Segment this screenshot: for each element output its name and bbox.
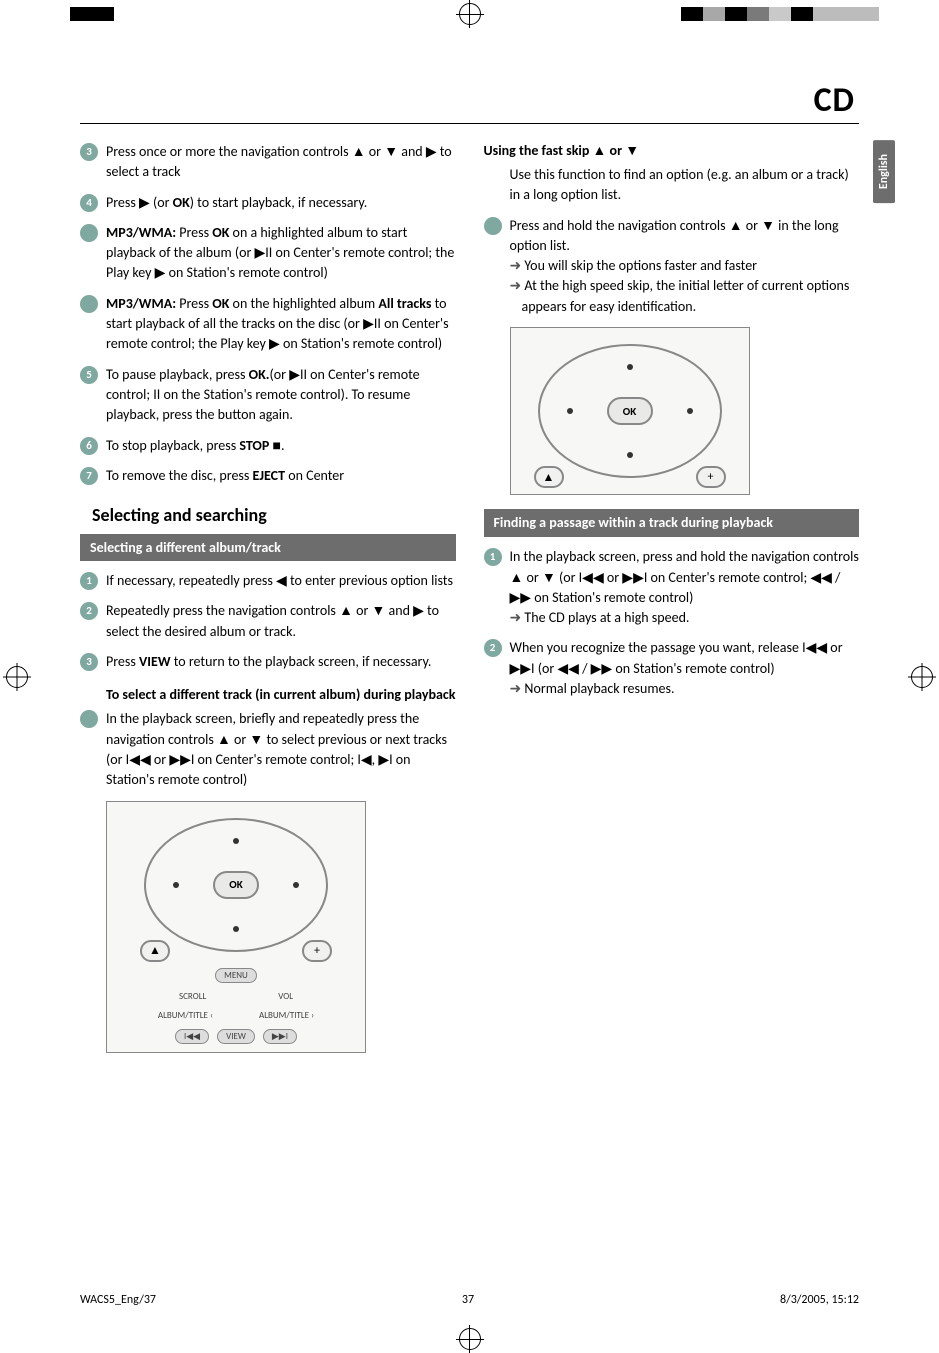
- subhead-selecting: Selecting a different album/track: [80, 534, 456, 561]
- para-bullet: In the playback screen, briefly and repe…: [80, 709, 456, 790]
- steps-top: 3 Press once or more the navigation contr…: [80, 142, 456, 213]
- step-number-icon: 7: [80, 467, 98, 485]
- step-number-icon: 2: [484, 639, 502, 657]
- menu-pill: MENU: [215, 968, 257, 983]
- right-column: Using the fast skip ▲ or ▼ Use this func…: [484, 142, 860, 1067]
- step-body: To stop playback, press STOP ■.: [106, 436, 456, 456]
- bullet: MP3/WMA: Press OK on the highlighted alb…: [80, 294, 456, 355]
- left-column: 3 Press once or more the navigation contr…: [80, 142, 456, 1067]
- step: 4 Press ▶ (or OK) to start playback, if n…: [80, 193, 456, 213]
- bullet: MP3/WMA: Press OK on a highlighted album…: [80, 223, 456, 284]
- step: 1 In the playback screen, press and hold …: [484, 547, 860, 628]
- prev-pill: I◀◀: [175, 1029, 209, 1044]
- step: 7 To remove the disc, press EJECT on Cent…: [80, 466, 456, 486]
- para-title: To select a different track (in current …: [106, 686, 456, 703]
- step-body: To pause playback, press OK.(or ▶II on C…: [106, 365, 456, 426]
- bullet-dot-icon: [484, 217, 502, 235]
- result-arrow: At the high speed skip, the initial lett…: [510, 276, 860, 317]
- step: 3 Press once or more the navigation contr…: [80, 142, 456, 183]
- crop-mark-icon: [459, 1328, 481, 1350]
- crop-mark-icon: [6, 666, 28, 688]
- step-number-icon: 1: [80, 572, 98, 590]
- step-number-icon: 3: [80, 143, 98, 161]
- crop-mark-icon: [911, 666, 933, 688]
- fast-bullet-text: Press and hold the navigation controls ▲…: [510, 217, 839, 254]
- step-body: If necessary, repeatedly press ◀ to ente…: [106, 571, 456, 591]
- view-pill: VIEW: [217, 1029, 255, 1044]
- step-body: In the playback screen, press and hold t…: [510, 547, 860, 628]
- bullet-dot-icon: [80, 224, 98, 242]
- vol-label: VOL: [278, 991, 293, 1002]
- step-number-icon: 4: [80, 194, 98, 212]
- step-body: To remove the disc, press EJECT on Cente…: [106, 466, 456, 486]
- vol-up-icon: +: [302, 940, 332, 962]
- registration-top: [0, 4, 939, 24]
- step-number-icon: 2: [80, 602, 98, 620]
- subhead-passage: Finding a passage within a track during …: [484, 509, 860, 537]
- language-tab: English: [873, 140, 895, 203]
- crop-mark-icon: [459, 3, 481, 25]
- step-body: Press ▶ (or OK) to start playback, if ne…: [106, 193, 456, 213]
- step: 2 Repeatedly press the navigation control…: [80, 601, 456, 642]
- bullets-top: MP3/WMA: Press OK on a highlighted album…: [80, 223, 456, 355]
- step: 1 If necessary, repeatedly press ◀ to ent…: [80, 571, 456, 591]
- step: 6 To stop playback, press STOP ■.: [80, 436, 456, 456]
- ok-pad: OK ▲ +: [530, 336, 730, 486]
- step: 2 When you recognize the passage you want…: [484, 638, 860, 699]
- page-title: CD: [80, 80, 859, 124]
- scroll-up-icon: ▲: [140, 940, 170, 962]
- step-body: Press VIEW to return to the playback scr…: [106, 652, 456, 672]
- bullet-dot-icon: [80, 710, 98, 728]
- step: 3 Press VIEW to return to the playback sc…: [80, 652, 456, 672]
- passage-steps: 1 In the playback screen, press and hold …: [484, 547, 860, 699]
- next-pill: ▶▶I: [263, 1029, 297, 1044]
- fast-skip-intro: Use this function to find an option (e.g…: [510, 165, 860, 206]
- step-body: Repeatedly press the navigation controls…: [106, 601, 456, 642]
- fast-skip-bullet: Press and hold the navigation controls ▲…: [484, 216, 860, 317]
- step-number-icon: 3: [80, 653, 98, 671]
- steps-mid: 5 To pause playback, press OK.(or ▶II on …: [80, 365, 456, 486]
- step-body: Press once or more the navigation contro…: [106, 142, 456, 183]
- section-title: Selecting and searching: [92, 504, 456, 526]
- scroll-up-icon: ▲: [534, 466, 564, 488]
- fast-bullet-arrows: You will skip the options faster and fas…: [510, 256, 860, 317]
- result-arrow: Normal playback resumes.: [510, 679, 860, 699]
- figure-controls-remote: OK ▲ + MENU SCROLL VOL ALBUM/TITLE ‹: [106, 801, 366, 1053]
- ok-pad: OK ▲ +: [136, 810, 336, 960]
- registration-bottom: [0, 1329, 939, 1349]
- bullet-body: MP3/WMA: Press OK on a highlighted album…: [106, 223, 456, 284]
- remote-row: MENU: [215, 968, 257, 983]
- footer-left: WACS5_Eng/37: [80, 1293, 156, 1307]
- step-number-icon: 6: [80, 437, 98, 455]
- figure-controls: OK ▲ +: [510, 327, 750, 495]
- bullet-body: MP3/WMA: Press OK on the highlighted alb…: [106, 294, 456, 355]
- ok-button: OK: [607, 397, 653, 425]
- footer-center: 37: [462, 1293, 474, 1307]
- step-number-icon: 1: [484, 548, 502, 566]
- steps-search: 1 If necessary, repeatedly press ◀ to ent…: [80, 571, 456, 672]
- bullet-dot-icon: [80, 295, 98, 313]
- footer-right: 8/3/2005, 15:12: [780, 1293, 859, 1307]
- result-arrow: The CD plays at a high speed.: [510, 608, 860, 628]
- step: 5 To pause playback, press OK.(or ▶II on …: [80, 365, 456, 426]
- ok-button: OK: [213, 871, 259, 899]
- page: CD English 3Press once or more the navig…: [80, 80, 859, 1273]
- step-number-icon: 5: [80, 366, 98, 384]
- footer: WACS5_Eng/37 37 8/3/2005, 15:12: [80, 1293, 859, 1307]
- album-right-label: ALBUM/TITLE ›: [259, 1010, 314, 1021]
- para-bullet-text: In the playback screen, briefly and repe…: [106, 709, 456, 790]
- result-arrow: You will skip the options faster and fas…: [510, 256, 860, 276]
- album-left-label: ALBUM/TITLE ‹: [158, 1010, 213, 1021]
- scroll-label: SCROLL: [179, 991, 206, 1002]
- vol-up-icon: +: [696, 466, 726, 488]
- fast-skip-title: Using the fast skip ▲ or ▼: [484, 142, 860, 159]
- step-body: When you recognize the passage you want,…: [510, 638, 860, 699]
